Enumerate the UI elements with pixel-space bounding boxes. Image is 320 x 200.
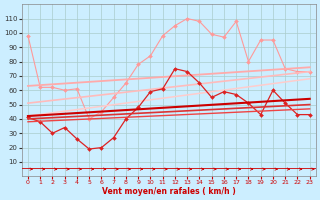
X-axis label: Vent moyen/en rafales ( km/h ): Vent moyen/en rafales ( km/h ) (102, 187, 236, 196)
